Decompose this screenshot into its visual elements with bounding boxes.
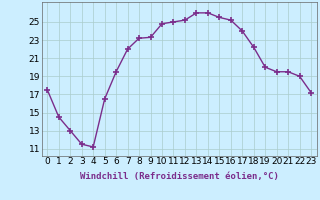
X-axis label: Windchill (Refroidissement éolien,°C): Windchill (Refroidissement éolien,°C) [80,172,279,181]
